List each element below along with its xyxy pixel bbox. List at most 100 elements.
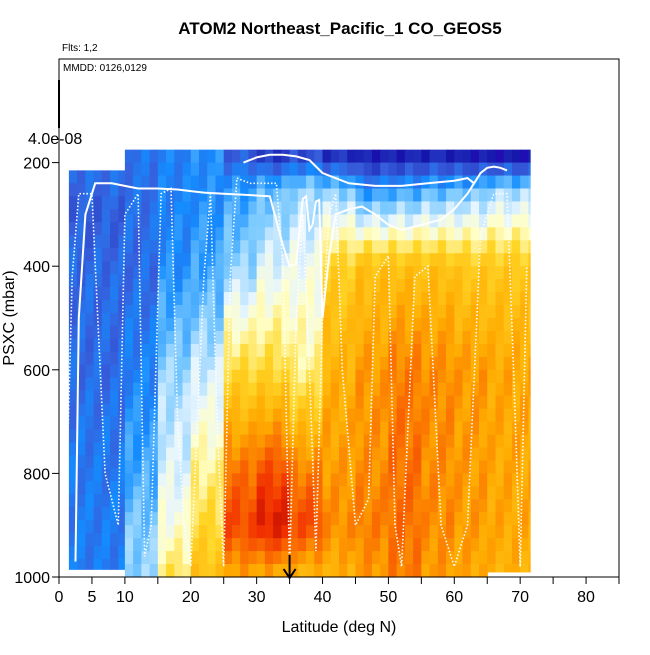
heatmap-cell [110,273,119,288]
heatmap-cell [404,486,414,500]
heatmap-cell [446,382,455,397]
heatmap-cell [404,564,414,578]
heatmap-cell [503,512,513,526]
heatmap-cell [215,447,225,462]
heatmap-cell [528,564,531,573]
heatmap-cell [462,201,472,215]
heatmap-cell [429,369,439,384]
heatmap-cell [306,551,315,565]
heatmap-cell [413,227,422,241]
heatmap-cell [355,421,365,436]
heatmap-cell [77,507,86,521]
heatmap-cell [404,227,414,241]
heatmap-cell [133,356,142,371]
heatmap-cell [470,266,480,280]
heatmap-cell [355,227,365,241]
heatmap-cell [528,369,531,384]
heatmap-cell [166,564,175,578]
heatmap-cell [306,512,315,526]
heatmap-cell [462,486,472,500]
heatmap-cell [528,162,531,177]
heatmap-cell [413,343,422,358]
heatmap-cell [446,434,455,449]
heatmap-cell [231,460,241,474]
heatmap-cell [248,292,258,306]
heatmap-cell [462,395,472,410]
heatmap-cell [297,240,307,254]
heatmap-cell [429,382,439,397]
heatmap-cell [110,364,119,379]
heatmap-cell [190,486,200,500]
heatmap-cell [68,416,78,430]
heatmap-cell [281,292,291,306]
heatmap-cell [363,149,373,164]
heatmap-cell [110,351,119,366]
heatmap-cell [110,545,119,560]
heatmap-cell [314,253,324,267]
heatmap-cell [85,481,95,495]
x-tick-label: 5 [87,589,96,606]
heatmap-cell [495,434,505,449]
heatmap-cell [110,481,119,495]
heatmap-cell [446,408,455,423]
heatmap-cell [281,551,291,565]
heatmap-cell [363,356,373,371]
chart-title: ATOM2 Northeast_Pacific_1 CO_GEOS5 [178,19,501,38]
heatmap-cell [118,325,126,340]
heatmap-cell [85,351,95,366]
heatmap-cell [166,395,175,410]
heatmap-cell [149,240,159,254]
heatmap-cell [429,240,439,254]
heatmap-cell [110,455,119,469]
heatmap-cell [528,292,531,306]
heatmap-cell [240,525,250,539]
heatmap-cell [479,318,488,332]
heatmap-cell [528,214,531,228]
heatmap-cell [207,369,217,384]
heatmap-cell [339,214,348,228]
heatmap-cell [110,532,119,547]
heatmap-cell [93,248,103,262]
heatmap-cell [429,266,439,280]
heatmap-cell [454,564,464,578]
heatmap-cell [528,473,531,487]
heatmap-cell [322,214,332,228]
heatmap-cell [520,512,530,526]
heatmap-cell [124,551,134,565]
heatmap-cell [231,564,241,578]
heatmap-cell [322,292,332,306]
heatmap-cell [413,305,422,319]
heatmap-cell [306,292,315,306]
heatmap-cell [462,356,472,371]
heatmap-cell [462,382,472,397]
heatmap-cell [93,273,103,288]
heatmap-cell [388,149,398,164]
heatmap-cell [495,292,505,306]
heatmap-cell [413,564,422,578]
heatmap-cell [487,564,497,573]
heatmap-cell [487,318,497,332]
heatmap-cell [396,175,406,190]
heatmap-cell [421,279,431,293]
heatmap-cell [314,447,324,462]
heatmap-cell [93,312,103,327]
heatmap-cell [124,369,134,384]
heatmap-cell [413,201,422,215]
heatmap-cell [215,253,225,267]
heatmap-cell [264,149,274,164]
heatmap-cell [437,240,447,254]
heatmap-cell [207,330,217,345]
heatmap-cell [413,214,422,228]
heatmap-cell [421,564,431,578]
heatmap-cell [503,564,513,573]
heatmap-cell [363,343,373,358]
heatmap-cell [77,377,86,392]
heatmap-cell [380,175,390,190]
heatmap-cell [314,382,324,397]
heatmap-cell [231,227,241,241]
heatmap-cell [240,292,250,306]
heatmap-cell [429,149,439,164]
heatmap-cell [207,227,217,241]
heatmap-cell [101,170,111,184]
heatmap-cell [429,447,439,462]
